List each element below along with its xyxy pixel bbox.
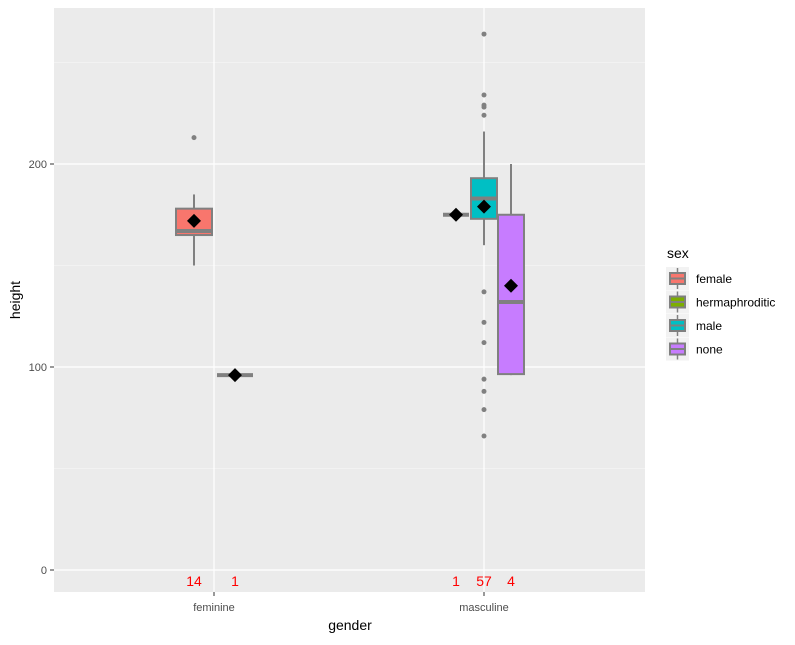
mean-marker (187, 213, 201, 228)
legend-item-none: none (666, 337, 723, 361)
y-tick-label: 100 (29, 362, 47, 374)
count-label: 4 (507, 573, 515, 589)
legend-title: sex (667, 245, 689, 261)
outlier-point (481, 319, 487, 325)
mean-marker (228, 368, 242, 383)
count-label: 14 (186, 573, 202, 589)
outlier-point (481, 407, 487, 413)
box-feminine-none: 1 (217, 368, 253, 589)
legend-label: female (696, 272, 732, 286)
count-label: 1 (452, 573, 460, 589)
panel-background (54, 8, 645, 592)
legend-label: male (696, 319, 722, 333)
x-axis-title: gender (328, 617, 372, 633)
box-masculine-none: 4 (497, 164, 525, 589)
box-masculine-female: 1 (443, 207, 469, 589)
outlier-point (481, 433, 487, 439)
mean-marker (504, 278, 518, 293)
outlier-point (481, 31, 487, 37)
legend-item-female: female (666, 267, 732, 290)
outlier-point (191, 135, 197, 141)
legend-label: hermaphroditic (696, 296, 775, 310)
count-label: 57 (476, 573, 492, 589)
legend-label: none (696, 343, 723, 357)
legend: sex female hermaphroditic male none (666, 245, 775, 361)
legend-item-hermaphroditic: hermaphroditic (666, 290, 775, 314)
outlier-point (481, 376, 487, 382)
y-tick-label: 200 (29, 159, 47, 171)
mean-marker (449, 207, 463, 222)
outlier-point (481, 112, 487, 118)
outlier-point (481, 104, 487, 110)
outlier-point (481, 340, 487, 346)
y-tick-label: 0 (41, 565, 47, 577)
x-tick-label: masculine (459, 602, 509, 614)
outlier-point (481, 388, 487, 394)
y-axis-title: height (7, 281, 23, 319)
box-feminine-female: 14 (175, 135, 213, 589)
box-masculine-male: 57 (470, 31, 498, 589)
mean-marker (477, 199, 491, 214)
count-label: 1 (231, 573, 239, 589)
box-iqr (497, 213, 525, 376)
outlier-point (481, 92, 487, 98)
outlier-point (481, 289, 487, 295)
legend-item-male: male (666, 314, 722, 337)
x-tick-label: feminine (193, 602, 235, 614)
